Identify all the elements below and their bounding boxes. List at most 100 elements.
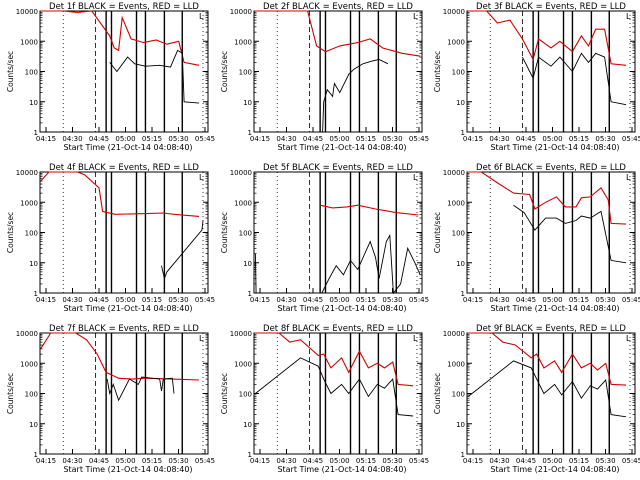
y-tick-label: 10000 — [230, 8, 252, 16]
x-tick-label: 05:30 — [382, 296, 402, 304]
x-tick-label: 05:30 — [595, 457, 615, 465]
corner-mark: L — [199, 334, 204, 343]
panel-det-9f: Det 9f BLACK = Events, RED = LLD 1 10 100 10… — [433, 324, 640, 474]
x-tick-label: 05:15 — [569, 296, 589, 304]
panel-title: Det 7f BLACK = Events, RED = LLD — [49, 324, 199, 334]
y-axis-label: Counts/sec — [433, 212, 442, 253]
x-tick-label: 04:45 — [89, 135, 109, 143]
x-tick-label: 04:45 — [89, 457, 109, 465]
series-lld-line — [40, 332, 200, 381]
corner-mark: L — [199, 173, 204, 182]
x-tick-label: 05:45 — [622, 135, 640, 143]
x-tick-label: 04:15 — [463, 457, 483, 465]
y-tick-label: 10 — [29, 260, 38, 268]
y-tick-label: 10000 — [443, 8, 465, 16]
x-tick-label: 05:15 — [356, 296, 376, 304]
panel-det-4f: Det 4f BLACK = Events, RED = LLD 1 10 100 10… — [6, 163, 215, 313]
x-tick-label: 05:30 — [168, 457, 188, 465]
panel-title: Det 3f BLACK = Events, RED = LLD — [476, 2, 626, 12]
x-axis-label: Start Time (21-Oct-14 04:08:40) — [277, 465, 406, 474]
x-axis-label: Start Time (21-Oct-14 04:08:40) — [63, 465, 192, 474]
y-tick-label: 1000 — [20, 38, 38, 46]
y-tick-label: 1 — [248, 129, 252, 137]
y-tick-label: 1000 — [20, 199, 38, 207]
y-tick-label: 1 — [461, 129, 465, 137]
y-tick-label: 10000 — [230, 330, 252, 338]
y-tick-label: 1000 — [20, 360, 38, 368]
x-tick-label: 04:45 — [516, 457, 536, 465]
y-tick-label: 1 — [248, 290, 252, 298]
series-lld-line — [254, 332, 414, 387]
y-axis-label: Counts/sec — [433, 51, 442, 92]
x-tick-label: 05:15 — [569, 457, 589, 465]
y-tick-label: 1 — [461, 290, 465, 298]
x-tick-label: 05:45 — [622, 457, 640, 465]
x-tick-label: 05:15 — [142, 296, 162, 304]
y-axis-label: Counts/sec — [220, 373, 229, 414]
y-tick-label: 10000 — [443, 330, 465, 338]
y-tick-label: 100 — [25, 69, 38, 77]
panel-det-1f: Det 1f BLACK = Events, RED = LLD 1 10 100 10… — [6, 2, 215, 152]
x-tick-label: 05:15 — [142, 457, 162, 465]
y-tick-label: 100 — [452, 391, 465, 399]
series-lld-line — [467, 171, 627, 225]
x-tick-label: 04:45 — [89, 296, 109, 304]
x-tick-label: 04:15 — [250, 457, 270, 465]
series-lld-line — [40, 171, 200, 217]
series-events-line — [468, 360, 627, 418]
x-tick-label: 05:30 — [168, 135, 188, 143]
x-axis-label: Start Time (21-Oct-14 04:08:40) — [63, 143, 192, 152]
x-axis-label: Start Time (21-Oct-14 04:08:40) — [277, 143, 406, 152]
y-axis-label: Counts/sec — [220, 212, 229, 253]
y-axis-label: Counts/sec — [6, 51, 15, 92]
x-tick-label: 05:30 — [168, 296, 188, 304]
x-tick-label: 05:00 — [542, 457, 562, 465]
series-events-line — [161, 220, 204, 281]
x-tick-label: 04:15 — [36, 296, 56, 304]
y-tick-label: 1000 — [447, 199, 465, 207]
panel-title: Det 2f BLACK = Events, RED = LLD — [263, 2, 413, 12]
y-tick-label: 1000 — [234, 360, 252, 368]
x-tick-label: 04:30 — [489, 135, 509, 143]
x-tick-label: 05:45 — [195, 457, 215, 465]
x-tick-label: 04:45 — [303, 457, 323, 465]
series-events-line — [109, 49, 200, 104]
x-tick-label: 05:15 — [142, 135, 162, 143]
y-tick-label: 100 — [239, 69, 252, 77]
corner-mark: L — [626, 173, 631, 182]
x-tick-label: 04:45 — [303, 135, 323, 143]
x-tick-label: 05:30 — [595, 135, 615, 143]
series-events-line — [254, 233, 421, 295]
x-tick-label: 05:00 — [115, 135, 135, 143]
y-axis-label: Counts/sec — [433, 373, 442, 414]
x-tick-label: 05:00 — [329, 135, 349, 143]
x-axis-label: Start Time (21-Oct-14 04:08:40) — [490, 143, 619, 152]
series-events-line — [513, 204, 627, 264]
y-tick-label: 10000 — [16, 8, 38, 16]
x-tick-label: 04:30 — [276, 457, 296, 465]
y-tick-label: 10 — [456, 260, 465, 268]
x-tick-label: 04:45 — [303, 296, 323, 304]
x-tick-label: 05:00 — [115, 457, 135, 465]
y-tick-label: 10 — [456, 99, 465, 107]
x-tick-label: 05:30 — [382, 135, 402, 143]
y-tick-label: 100 — [25, 230, 38, 238]
series-lld-line — [254, 10, 421, 57]
corner-mark: L — [626, 12, 631, 21]
y-tick-label: 100 — [452, 69, 465, 77]
x-tick-label: 04:15 — [463, 135, 483, 143]
y-tick-label: 10 — [243, 260, 252, 268]
y-tick-label: 1 — [34, 129, 38, 137]
y-tick-label: 10000 — [230, 169, 252, 177]
x-tick-label: 04:15 — [36, 135, 56, 143]
series-lld-line — [319, 204, 419, 216]
x-tick-label: 05:45 — [195, 296, 215, 304]
y-tick-label: 1000 — [447, 360, 465, 368]
corner-mark: L — [626, 334, 631, 343]
x-tick-label: 04:30 — [489, 457, 509, 465]
series-events-line — [521, 52, 627, 106]
x-tick-label: 05:45 — [409, 135, 429, 143]
y-tick-label: 10 — [243, 99, 252, 107]
x-tick-label: 04:30 — [489, 296, 509, 304]
